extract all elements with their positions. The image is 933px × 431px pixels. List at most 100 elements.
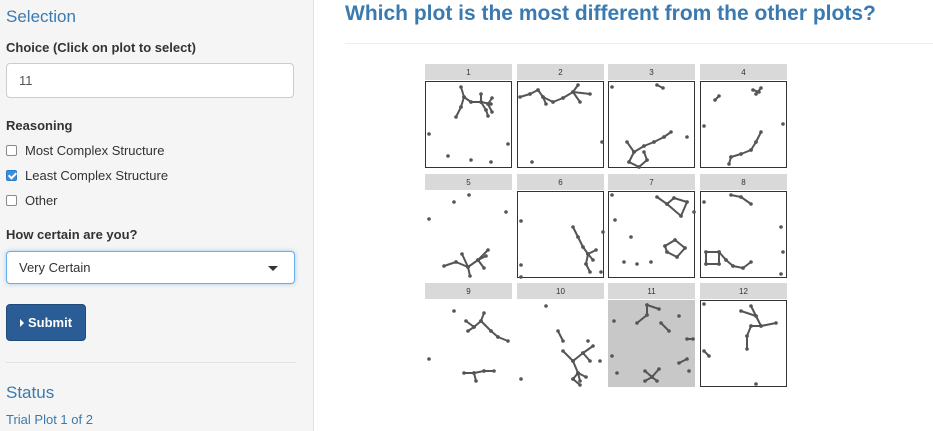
network-node	[622, 260, 626, 264]
network-node	[655, 379, 659, 383]
network-node	[584, 375, 588, 379]
network-node	[588, 92, 592, 96]
network-node	[724, 258, 728, 262]
network-node	[468, 274, 472, 278]
network-node	[586, 339, 590, 343]
network-node	[496, 335, 500, 339]
reason-most-complex[interactable]: Most Complex Structure	[6, 141, 164, 159]
network-node	[479, 319, 483, 323]
network-node	[779, 225, 783, 229]
network-node	[745, 347, 749, 351]
status-text: Trial Plot 1 of 2	[6, 412, 93, 427]
network-node	[754, 382, 758, 386]
reason-least-complex[interactable]: Least Complex Structure	[6, 166, 168, 184]
checkbox[interactable]	[6, 194, 17, 206]
network-graphic	[610, 193, 696, 266]
network-node	[754, 314, 758, 318]
network-node	[518, 95, 522, 99]
network-plot[interactable]	[517, 191, 605, 279]
network-edge	[443, 261, 457, 267]
status-title: Status	[6, 383, 55, 402]
network-node	[490, 110, 494, 114]
network-node	[645, 313, 649, 317]
network-edge	[572, 91, 581, 103]
network-edge	[653, 136, 665, 143]
network-node	[489, 102, 493, 106]
network-node	[675, 255, 679, 259]
network-plot[interactable]	[425, 191, 512, 278]
lineup-panel-6[interactable]: 6	[517, 174, 605, 279]
lineup-panel-10[interactable]: 10	[517, 283, 604, 387]
checkbox-checked[interactable]	[6, 169, 17, 181]
lineup-panel-8[interactable]: 8	[700, 174, 787, 278]
network-node	[467, 193, 471, 197]
network-node	[655, 195, 659, 199]
network-edge	[628, 161, 640, 168]
network-node	[774, 321, 778, 325]
checkbox[interactable]	[6, 144, 17, 156]
network-node	[669, 130, 673, 134]
network-node	[751, 88, 755, 92]
network-node	[528, 92, 532, 96]
network-node	[685, 135, 689, 139]
network-node	[561, 349, 565, 353]
network-node	[717, 262, 721, 266]
lineup-panel-2[interactable]: 2	[517, 64, 604, 168]
lineup-panel-1[interactable]: 1	[425, 64, 512, 168]
network-plot[interactable]	[608, 191, 696, 278]
lineup-panel-4[interactable]: 4	[700, 64, 787, 168]
choice-input[interactable]	[6, 63, 294, 98]
network-node	[613, 218, 617, 222]
network-node	[469, 100, 473, 104]
network-node	[741, 266, 745, 270]
reason-other[interactable]: Other	[6, 191, 58, 209]
network-node	[506, 339, 510, 343]
network-node	[717, 94, 721, 98]
network-plot[interactable]	[425, 81, 512, 168]
lineup-panel-5[interactable]: 5	[425, 174, 512, 278]
network-node	[667, 329, 671, 333]
lineup-panel-9[interactable]: 9	[425, 283, 512, 387]
lineup-panel-11[interactable]: 11	[608, 283, 695, 387]
network-node	[642, 144, 646, 148]
certainty-select[interactable]: Very Certain	[6, 251, 295, 284]
network-plot[interactable]	[517, 81, 604, 168]
reason-label: Other	[25, 192, 58, 208]
network-plot[interactable]	[700, 191, 787, 278]
network-graphic	[702, 193, 785, 276]
network-plot[interactable]	[425, 300, 512, 387]
network-plot[interactable]	[700, 300, 787, 387]
network-plot[interactable]	[700, 81, 787, 168]
panel-label: 9	[425, 283, 512, 299]
network-node	[551, 100, 555, 104]
lineup-panel-12[interactable]: 12	[700, 283, 787, 387]
network-plot[interactable]	[608, 300, 695, 387]
network-node	[643, 369, 647, 373]
network-edge	[755, 131, 762, 143]
network-node	[561, 96, 565, 100]
network-node	[781, 122, 785, 126]
network-edge	[572, 91, 591, 95]
network-plot[interactable]	[517, 300, 604, 387]
network-node	[581, 351, 585, 355]
network-node	[759, 130, 763, 134]
panel-label: 1	[425, 64, 512, 80]
network-node	[749, 148, 753, 152]
panel-label: 4	[700, 64, 787, 80]
network-node	[739, 195, 743, 199]
network-node	[749, 324, 753, 328]
network-plot[interactable]	[608, 81, 695, 169]
network-node	[739, 152, 743, 156]
network-node	[466, 265, 470, 269]
submit-button[interactable]: Submit	[6, 304, 86, 341]
network-graphic	[702, 86, 785, 166]
network-edge	[467, 259, 479, 268]
network-node	[591, 344, 595, 348]
network-node	[490, 96, 494, 100]
network-edge	[680, 201, 688, 217]
network-node	[489, 329, 493, 333]
lineup-panel-7[interactable]: 7	[608, 174, 696, 278]
network-node	[637, 165, 641, 169]
network-node	[610, 85, 614, 89]
lineup-panel-3[interactable]: 3	[608, 64, 695, 169]
